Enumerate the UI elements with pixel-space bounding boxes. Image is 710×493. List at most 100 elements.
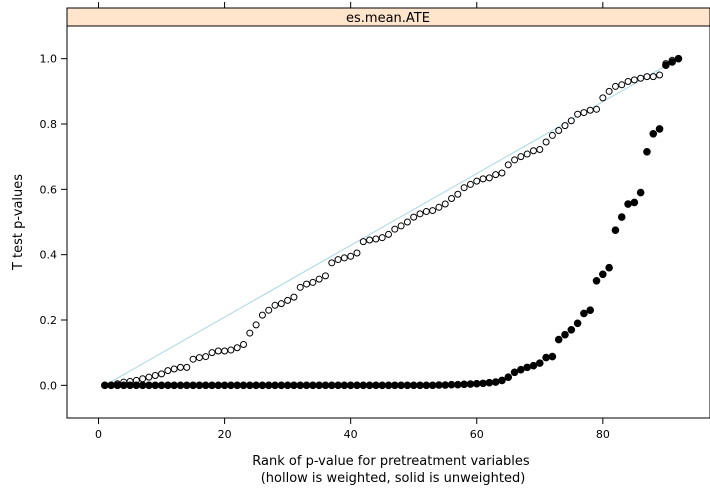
weighted-point <box>233 344 241 352</box>
unweighted-point <box>321 381 330 390</box>
unweighted-point <box>340 381 349 390</box>
unweighted-point <box>145 381 153 390</box>
weighted-point <box>618 81 626 89</box>
unweighted-point <box>391 381 399 390</box>
unweighted-point <box>535 359 544 367</box>
unweighted-point <box>472 379 481 388</box>
weighted-point <box>523 150 531 158</box>
unweighted-point <box>548 352 557 361</box>
weighted-point <box>277 300 285 308</box>
unweighted-point <box>359 381 368 390</box>
weighted-point <box>202 353 210 361</box>
weighted-point <box>139 375 147 383</box>
weighted-point <box>429 207 437 215</box>
unweighted-point <box>126 381 134 390</box>
unweighted-point <box>365 381 374 390</box>
unweighted-point <box>327 381 336 390</box>
unweighted-point <box>119 381 128 390</box>
weighted-point <box>466 180 474 188</box>
x-axis-title-line2: (hollow is weighted, solid is unweighted… <box>261 471 526 486</box>
unweighted-point <box>567 326 576 334</box>
weighted-point <box>580 109 588 117</box>
unweighted-point <box>491 378 500 386</box>
unweighted-point <box>353 381 361 390</box>
unweighted-point <box>586 306 595 315</box>
weighted-point <box>359 238 367 246</box>
unweighted-point <box>529 361 538 370</box>
unweighted-point <box>498 376 506 385</box>
unweighted-point <box>479 379 487 388</box>
unweighted-point <box>517 365 525 374</box>
unweighted-point <box>435 381 443 389</box>
weighted-point <box>158 370 166 378</box>
weighted-point <box>208 349 216 357</box>
unweighted-point <box>302 381 311 390</box>
weighted-point <box>605 87 613 95</box>
unweighted-point <box>334 381 342 390</box>
unweighted-point <box>422 381 431 390</box>
unweighted-point <box>309 381 317 390</box>
unweighted-point <box>561 330 569 339</box>
weighted-point <box>611 82 619 90</box>
unweighted-point <box>447 380 456 389</box>
unweighted-point <box>201 381 210 390</box>
weighted-point <box>252 321 260 329</box>
unweighted-point <box>258 381 267 390</box>
weighted-point <box>561 122 569 130</box>
weighted-point <box>599 94 607 102</box>
unweighted-point <box>107 381 115 390</box>
unweighted-point <box>542 353 550 362</box>
x-axis: 0 20 40 60 80 <box>95 2 610 441</box>
weighted-point <box>649 73 657 81</box>
weighted-point <box>164 367 172 375</box>
weighted-point <box>258 311 266 319</box>
unweighted-point <box>296 381 305 390</box>
y-tick-label: 0.4 <box>40 249 58 262</box>
weighted-point <box>567 117 575 125</box>
x-tick-label: 80 <box>596 428 610 441</box>
unweighted-point <box>630 198 639 207</box>
weighted-point <box>397 222 405 230</box>
weighted-point <box>504 161 512 169</box>
weighted-point <box>473 177 481 185</box>
unweighted-point <box>662 61 670 69</box>
unweighted-point <box>227 381 235 390</box>
weighted-point <box>593 105 601 113</box>
unweighted-point <box>403 381 412 390</box>
weighted-point <box>315 275 323 283</box>
unweighted-point <box>151 381 160 390</box>
unweighted-point <box>101 381 109 390</box>
weighted-point <box>435 203 443 211</box>
y-tick-label: 0.6 <box>40 183 58 196</box>
unweighted-point <box>624 200 632 208</box>
unweighted-point <box>416 381 424 390</box>
weighted-point <box>321 272 329 280</box>
weighted-point <box>246 329 254 337</box>
unweighted-point <box>674 54 683 63</box>
weighted-point <box>347 252 355 260</box>
weighted-point <box>403 218 411 226</box>
weighted-point <box>529 147 537 155</box>
unweighted-point <box>233 381 242 390</box>
weighted-point <box>511 156 519 164</box>
x-tick-label: 60 <box>470 428 484 441</box>
weighted-point <box>574 110 582 118</box>
unweighted-point <box>277 381 286 390</box>
unweighted-point <box>485 378 494 387</box>
weighted-point <box>517 153 525 161</box>
unweighted-point <box>599 270 607 279</box>
unweighted-point <box>668 58 676 66</box>
weighted-point <box>586 106 594 114</box>
unweighted-point <box>441 381 450 389</box>
weighted-point <box>492 171 500 179</box>
unweighted-point <box>132 381 141 390</box>
x-tick-label: 0 <box>95 428 102 441</box>
weighted-point <box>214 347 222 355</box>
unweighted-point <box>554 335 563 344</box>
weighted-point <box>416 210 424 218</box>
unweighted-point <box>428 381 437 390</box>
weighted-point <box>328 259 336 267</box>
weighted-point <box>656 71 664 79</box>
weighted-point <box>303 280 311 288</box>
